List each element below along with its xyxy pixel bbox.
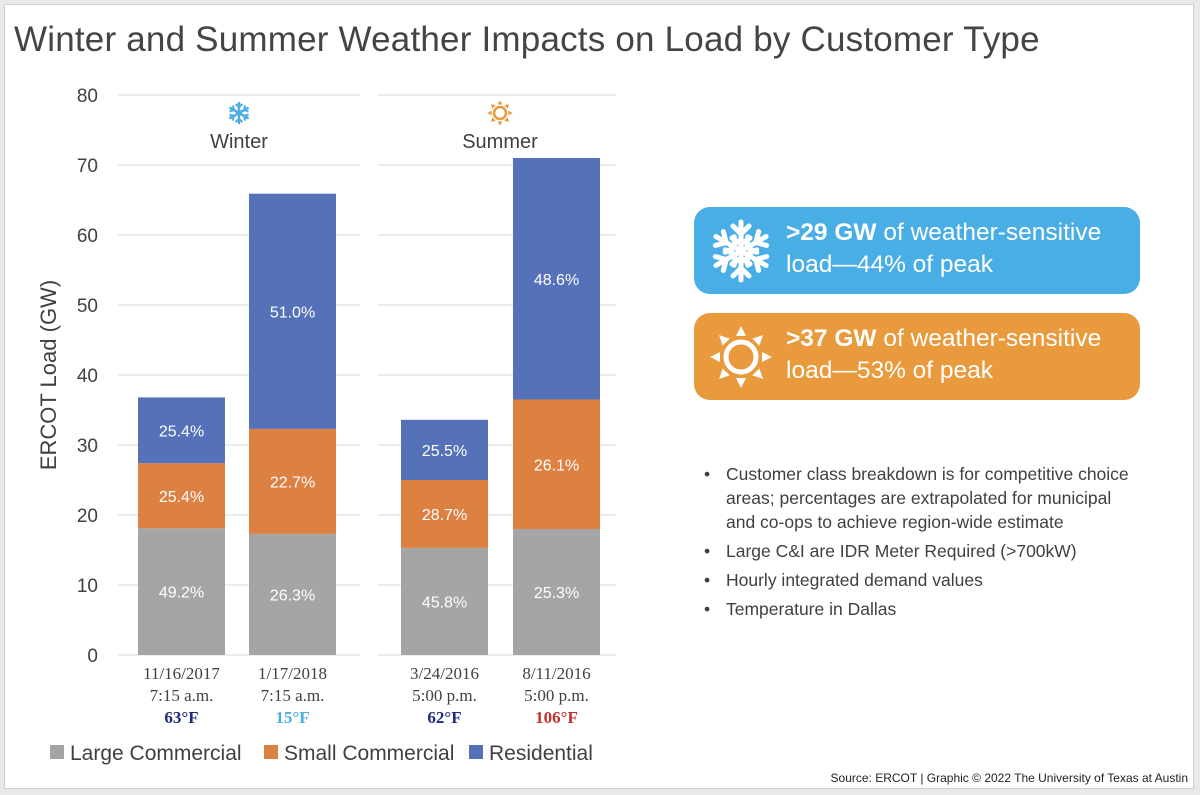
x-category-date: 3/24/2016 bbox=[410, 664, 479, 683]
y-axis-label: ERCOT Load (GW) bbox=[36, 280, 61, 470]
legend-label: Residential bbox=[489, 742, 593, 765]
bar-data-label: 25.4% bbox=[159, 423, 204, 440]
note-item: Hourly integrated demand values bbox=[704, 568, 1134, 592]
x-category-date: 8/11/2016 bbox=[522, 664, 590, 683]
summer-callout-text: >37 GW of weather-sensitive load—53% of … bbox=[786, 325, 1102, 384]
bar-segment bbox=[249, 428, 336, 534]
bar-segment bbox=[138, 528, 225, 655]
season-label: Summer bbox=[462, 131, 538, 153]
x-category-time: 5:00 p.m. bbox=[524, 686, 589, 705]
note-item: Large C&I are IDR Meter Required (>700kW… bbox=[704, 539, 1134, 563]
snowflake-icon bbox=[229, 101, 249, 125]
bar-segment bbox=[138, 397, 225, 464]
bar-data-label: 45.8% bbox=[422, 594, 467, 611]
bar-data-label: 25.4% bbox=[159, 489, 204, 506]
legend-swatch bbox=[469, 745, 483, 759]
x-category-temp: 15°F bbox=[275, 708, 309, 727]
bar-data-label: 49.2% bbox=[159, 585, 204, 602]
snowflake-icon bbox=[708, 219, 774, 284]
x-category-time: 7:15 a.m. bbox=[261, 686, 325, 705]
winter-callout-text: >29 GW of weather-sensitive load—44% of … bbox=[786, 219, 1102, 278]
y-tick-label: 60 bbox=[77, 226, 98, 247]
x-category-temp: 62°F bbox=[427, 708, 461, 727]
summer-callout: >37 GW of weather-sensitive load—53% of … bbox=[694, 313, 1140, 400]
bar-data-label: 26.1% bbox=[534, 457, 579, 474]
bar-segment bbox=[401, 547, 488, 655]
bar-segment bbox=[401, 419, 488, 480]
y-tick-label: 70 bbox=[77, 156, 98, 177]
bar-segment bbox=[513, 399, 600, 529]
bar-data-label: 28.7% bbox=[422, 507, 467, 524]
sun-icon bbox=[710, 326, 772, 388]
bar-data-label: 48.6% bbox=[534, 272, 579, 289]
x-category-time: 5:00 p.m. bbox=[412, 686, 477, 705]
notes-list: Customer class breakdown is for competit… bbox=[704, 462, 1134, 626]
x-category-temp: 106°F bbox=[535, 708, 578, 727]
x-category-date: 11/16/2017 bbox=[143, 664, 220, 683]
y-tick-label: 40 bbox=[77, 366, 98, 387]
bar-segment bbox=[513, 529, 600, 655]
x-category-time: 7:15 a.m. bbox=[150, 686, 214, 705]
y-tick-label: 10 bbox=[77, 576, 98, 597]
y-tick-label: 0 bbox=[87, 646, 98, 667]
bar-data-label: 22.7% bbox=[270, 474, 315, 491]
y-tick-label: 80 bbox=[77, 86, 98, 107]
season-label: Winter bbox=[210, 131, 268, 153]
x-category-temp: 63°F bbox=[164, 708, 198, 727]
y-tick-label: 20 bbox=[77, 506, 98, 527]
legend-swatch bbox=[50, 745, 64, 759]
y-tick-label: 30 bbox=[77, 436, 98, 457]
bar-segment bbox=[249, 533, 336, 655]
winter-callout: >29 GW of weather-sensitive load—44% of … bbox=[694, 207, 1140, 294]
bar-data-label: 25.5% bbox=[422, 443, 467, 460]
legend-swatch bbox=[264, 745, 278, 759]
bar-data-label: 51.0% bbox=[270, 304, 315, 321]
legend-label: Large Commercial bbox=[70, 742, 242, 765]
note-item: Customer class breakdown is for competit… bbox=[704, 462, 1134, 534]
bar-segment bbox=[401, 480, 488, 548]
bar-segment bbox=[513, 158, 600, 400]
legend-label: Small Commercial bbox=[284, 742, 454, 765]
bar-segment bbox=[138, 463, 225, 529]
note-item: Temperature in Dallas bbox=[704, 597, 1134, 621]
y-tick-label: 50 bbox=[77, 296, 98, 317]
x-category-date: 1/17/2018 bbox=[258, 664, 327, 683]
bar-data-label: 25.3% bbox=[534, 585, 579, 602]
bar-segment bbox=[249, 193, 336, 429]
bar-data-label: 26.3% bbox=[270, 587, 315, 604]
page-title: Winter and Summer Weather Impacts on Loa… bbox=[14, 20, 1040, 59]
sun-icon bbox=[487, 100, 513, 126]
source-credit: Source: ERCOT | Graphic © 2022 The Unive… bbox=[830, 771, 1188, 785]
